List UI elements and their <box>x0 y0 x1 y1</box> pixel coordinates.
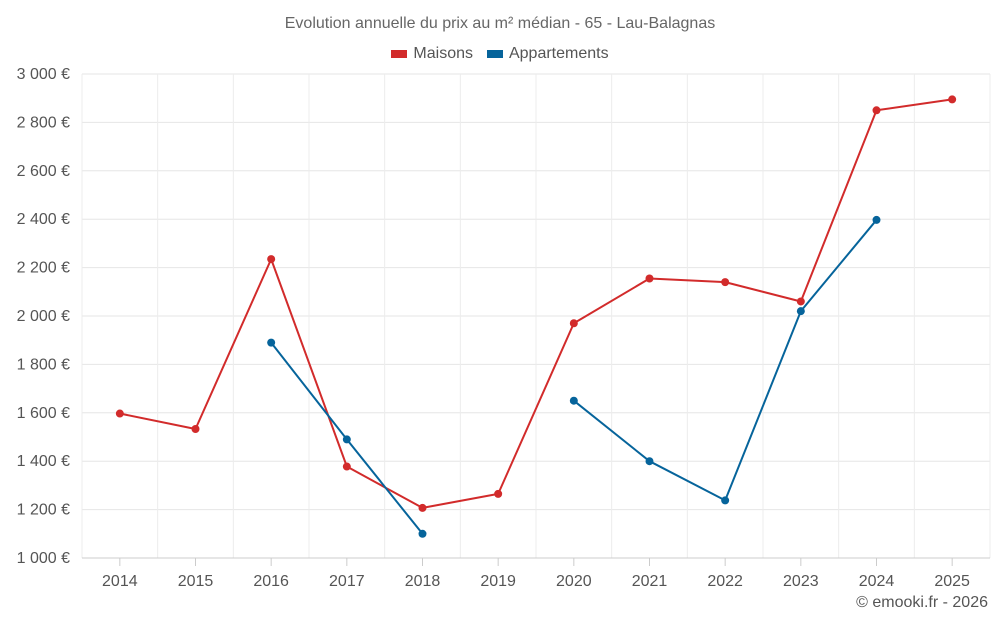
data-point <box>721 278 730 287</box>
y-tick-label: 2 000 € <box>17 308 70 325</box>
legend-label-maisons: Maisons <box>413 45 473 62</box>
y-tick-label: 1 400 € <box>17 453 70 470</box>
x-tick-label: 2023 <box>783 573 819 590</box>
grid <box>81 73 991 558</box>
series-appartements <box>267 215 881 538</box>
data-point <box>721 496 730 505</box>
y-tick-label: 2 200 € <box>17 260 70 277</box>
data-point <box>796 307 805 316</box>
series-maisons <box>115 95 957 512</box>
data-point <box>418 503 427 512</box>
y-tick-label: 1 600 € <box>17 405 70 422</box>
data-point <box>872 215 881 224</box>
x-tick-label: 2019 <box>480 573 516 590</box>
y-tick-label: 2 800 € <box>17 114 70 131</box>
series <box>115 95 957 538</box>
legend-swatch-appartements <box>486 50 503 58</box>
x-tick-label: 2025 <box>934 573 970 590</box>
credit: © emooki.fr - 2026 <box>856 594 988 611</box>
data-point <box>418 529 427 538</box>
x-tick-label: 2022 <box>707 573 743 590</box>
y-tick-label: 2 600 € <box>17 163 70 180</box>
data-point <box>872 106 881 115</box>
x-tick-label: 2015 <box>178 573 214 590</box>
x-tick-label: 2024 <box>859 573 895 590</box>
y-tick-label: 1 200 € <box>17 502 70 519</box>
data-point <box>645 274 654 283</box>
y-tick-label: 2 400 € <box>17 211 70 228</box>
legend-swatch-maisons <box>391 50 408 58</box>
series-line <box>573 219 878 502</box>
data-point <box>191 425 200 434</box>
data-point <box>948 95 957 104</box>
x-tick-label: 2014 <box>102 573 138 590</box>
data-point <box>796 297 805 306</box>
data-point <box>115 409 124 418</box>
y-tick-label: 3 000 € <box>17 66 70 83</box>
axes: 1 000 € 1 200 € 1 400 € 1 600 € 1 800 € 2 000… <box>17 66 990 590</box>
y-tick-label: 1 000 € <box>17 550 70 567</box>
legend-item-appartements[interactable]: Appartements <box>486 45 609 63</box>
legend-label-appartements: Appartements <box>508 45 609 62</box>
series-line <box>119 98 953 509</box>
x-tick-label: 2016 <box>253 573 289 590</box>
x-tick-label: 2020 <box>556 573 592 590</box>
x-tick-label: 2021 <box>632 573 668 590</box>
legend: Maisons Appartements <box>0 45 1000 63</box>
data-point <box>342 462 351 471</box>
data-point <box>267 255 276 264</box>
data-point <box>569 319 578 328</box>
chart-title: Evolution annuelle du prix au m² médian … <box>284 15 716 32</box>
data-point <box>342 435 351 444</box>
data-point <box>267 338 276 347</box>
legend-item-maisons[interactable]: Maisons <box>391 45 473 63</box>
y-tick-label: 1 800 € <box>17 356 70 373</box>
data-point <box>645 457 654 466</box>
data-point <box>494 489 503 498</box>
x-tick-label: 2017 <box>329 573 365 590</box>
data-point <box>569 396 578 405</box>
x-tick-label: 2018 <box>405 573 441 590</box>
